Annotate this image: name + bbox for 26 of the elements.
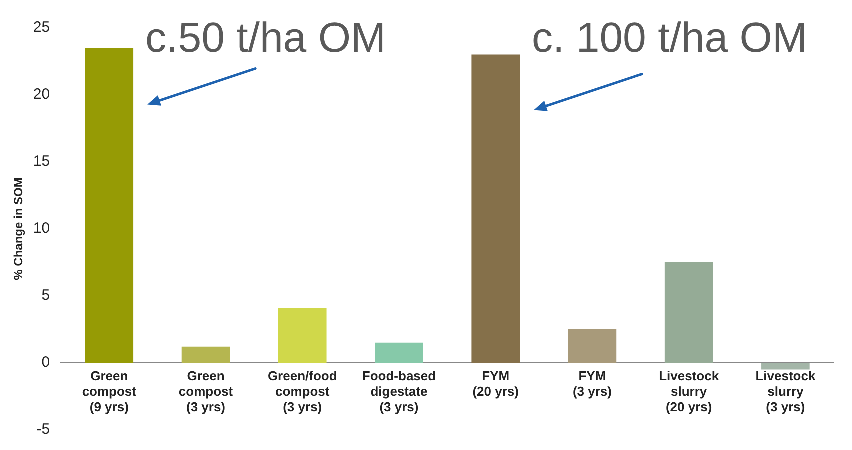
y-tick-label: 15 (33, 153, 50, 170)
y-tick-label: 0 (42, 354, 50, 372)
x-tick-label: FYM (3 yrs) (572, 368, 612, 399)
bar (85, 48, 134, 363)
bar (664, 262, 714, 363)
x-tick-label: Livestock slurry (20 yrs) (659, 368, 720, 415)
bar (472, 54, 520, 363)
bar (182, 346, 230, 363)
annotation: c.50 t/ha OM (146, 14, 386, 61)
x-tick-label: Green compost (3 yrs) (178, 368, 234, 415)
y-tick-label: 20 (33, 86, 50, 104)
x-tick-label: Food-based digestate (3 yrs) (362, 368, 436, 415)
y-tick-label: 10 (33, 220, 50, 238)
y-axis-title: % Change in SOM (12, 178, 26, 280)
y-tick-label: 5 (42, 287, 50, 304)
x-tick-label: FYM (20 yrs) (472, 368, 519, 399)
x-tick-label: Green/food compost (3 yrs) (268, 368, 338, 415)
bar (278, 308, 327, 363)
y-tick-label: 25 (33, 19, 50, 36)
bar (568, 330, 617, 363)
x-tick-label: Livestock slurry (3 yrs) (756, 368, 816, 415)
y-tick-label: -5 (36, 421, 50, 438)
annotation: c. 100 t/ha OM (532, 14, 808, 61)
x-tick-label: Green compost (9 yrs) (82, 368, 138, 415)
bar (762, 363, 810, 370)
bar (375, 342, 424, 363)
